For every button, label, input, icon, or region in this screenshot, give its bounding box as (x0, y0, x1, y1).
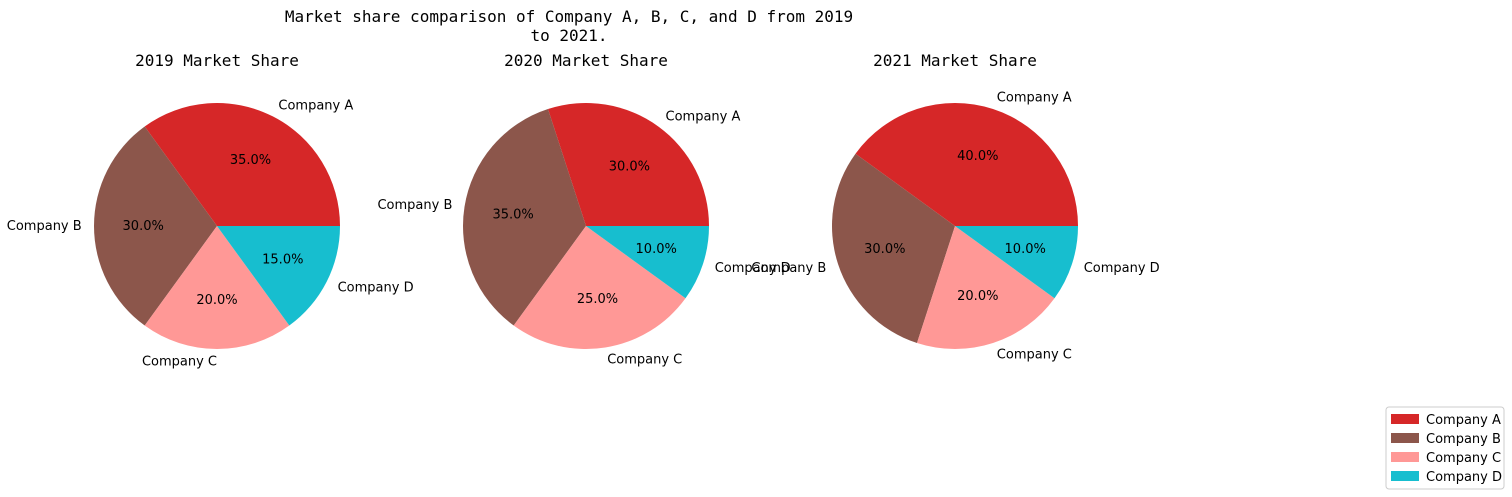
legend-frame (1385, 406, 1505, 490)
pie-2019-slice-company-c (144, 226, 290, 350)
pie-2020-label-company-b: Company B (377, 198, 452, 213)
pie-2019-slice-company-d (217, 226, 340, 326)
pie-2021-pct-company-c: 20.0% (957, 289, 998, 304)
legend-swatch-company-d (1391, 471, 1419, 481)
pie-2020-label-company-c: Company C (607, 353, 682, 368)
pie-2019-pct-company-b: 30.0% (123, 219, 164, 234)
pie-2019-pct-company-a: 35.0% (230, 153, 271, 168)
pie-2020-slice-company-a (547, 102, 709, 226)
pie-2021-label-company-a: Company A (997, 90, 1072, 105)
legend-label-company-a: Company A (1426, 413, 1501, 428)
pie-2021-pct-company-d: 10.0% (1005, 242, 1046, 257)
pie-2021-slice-company-b (831, 153, 955, 343)
pie-2021-slice-company-d (955, 226, 1078, 299)
legend-label-company-d: Company D (1426, 470, 1502, 485)
pie-2020-pct-company-d: 10.0% (636, 242, 677, 257)
pie-2021-slice-company-c (916, 226, 1055, 350)
pie-2020-label-company-d: Company D (715, 261, 791, 276)
legend-swatch-company-b (1391, 433, 1419, 443)
pie-2020-pct-company-b: 35.0% (492, 208, 533, 223)
pie-2020-slice-company-d (586, 226, 710, 299)
pie-2019-label-company-a: Company A (278, 98, 353, 113)
pie-2019-label-company-b: Company B (7, 219, 82, 234)
pie-2020: 2020 Market Share Company A 30.0% Company … (377, 51, 790, 368)
pie-2021-label-company-d: Company D (1084, 261, 1160, 276)
pie-2021-pct-company-b: 30.0% (864, 242, 905, 257)
pie-2021-label-company-b: Company B (751, 261, 826, 276)
chart-title-line-1: Market share comparison of Company A, B,… (285, 7, 853, 26)
pie-2021-slice-company-a (855, 102, 1078, 226)
pie-2019-pct-company-c: 20.0% (196, 293, 237, 308)
legend-label-company-b: Company B (1426, 432, 1501, 447)
pie-2019-label-company-d: Company D (338, 280, 414, 295)
pie-2020-label-company-a: Company A (666, 110, 741, 125)
chart-title-line-2: to 2021. (530, 26, 607, 45)
pie-2021-pct-company-a: 40.0% (957, 149, 998, 164)
pie-2019-slice-company-b (93, 126, 217, 326)
pie-2019-title: 2019 Market Share (135, 51, 299, 70)
pie-2019: 2019 Market Share Company A 35.0% Company … (7, 51, 414, 369)
legend-label-company-c: Company C (1426, 451, 1501, 466)
pie-2020-slice-company-b (462, 109, 586, 326)
pie-2021-label-company-c: Company C (997, 348, 1072, 363)
pie-2021: 2021 Market Share Company A 40.0% Company … (751, 51, 1159, 363)
pie-2019-slice-company-a (144, 102, 341, 226)
pie-2020-pct-company-c: 25.0% (577, 292, 618, 307)
legend: Company A Company B Company C Company D (1385, 406, 1505, 490)
pie-2020-pct-company-a: 30.0% (609, 159, 650, 174)
pie-2021-title: 2021 Market Share (873, 51, 1037, 70)
pie-2019-pct-company-d: 15.0% (262, 253, 303, 268)
legend-swatch-company-a (1391, 414, 1419, 424)
pie-2019-label-company-c: Company C (142, 354, 217, 369)
pie-2020-slice-company-c (513, 226, 686, 350)
pie-2020-title: 2020 Market Share (504, 51, 668, 70)
legend-swatch-company-c (1391, 452, 1419, 462)
